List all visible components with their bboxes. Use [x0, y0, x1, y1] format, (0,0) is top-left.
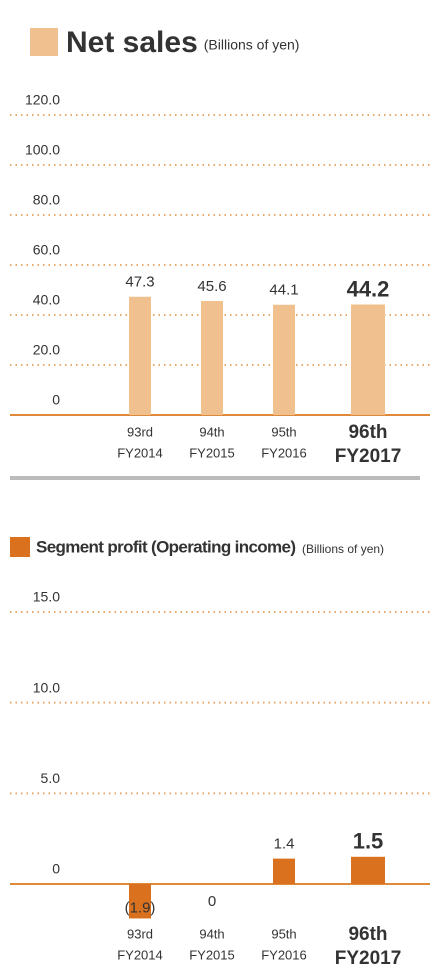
y-tick-label: 100.0 — [25, 142, 60, 158]
y-tick-label: 5.0 — [41, 770, 61, 786]
x-tick-label: FY2017 — [335, 948, 402, 969]
value-label: 1.5 — [353, 829, 384, 854]
chart-title: Segment profit (Operating income) — [36, 537, 296, 556]
x-tick-label: 96th — [348, 924, 387, 945]
x-tick-label: 94th — [199, 926, 224, 941]
divider-shadow — [10, 476, 420, 480]
value-label: (1.9) — [125, 899, 156, 916]
y-tick-label: 60.0 — [33, 242, 60, 258]
chart-title: Net sales — [66, 26, 198, 59]
bar — [351, 304, 385, 415]
y-tick-label: 120.0 — [25, 92, 60, 108]
bar — [273, 858, 295, 884]
y-tick-label: 40.0 — [33, 292, 60, 308]
x-tick-label: FY2016 — [261, 445, 307, 460]
x-tick-label: FY2014 — [117, 445, 163, 460]
value-label: 44.1 — [269, 282, 298, 299]
x-tick-label: FY2015 — [189, 947, 235, 962]
y-tick-label: 20.0 — [33, 342, 60, 358]
value-label: 45.6 — [197, 278, 226, 295]
x-tick-label: 95th — [271, 424, 296, 439]
y-tick-label: 15.0 — [33, 589, 60, 605]
chart-subtitle: (Billions of yen) — [302, 542, 384, 556]
chart-subtitle: (Billions of yen) — [204, 37, 300, 53]
x-tick-label: FY2017 — [335, 446, 402, 467]
x-tick-label: 96th — [348, 422, 387, 443]
x-tick-label: 95th — [271, 926, 296, 941]
x-tick-label: FY2015 — [189, 445, 235, 460]
value-label: 44.2 — [347, 276, 390, 301]
bar — [273, 304, 295, 415]
value-label: 47.3 — [125, 274, 154, 291]
bar — [351, 856, 385, 884]
x-tick-label: 93rd — [127, 926, 153, 941]
bar — [201, 301, 223, 415]
y-tick-label: 0 — [52, 392, 60, 408]
x-tick-label: 93rd — [127, 424, 153, 439]
legend-swatch — [30, 28, 58, 56]
y-tick-label: 80.0 — [33, 192, 60, 208]
x-tick-label: FY2016 — [261, 947, 307, 962]
y-tick-label: 10.0 — [33, 679, 60, 695]
x-tick-label: FY2014 — [117, 947, 163, 962]
bar — [129, 296, 151, 415]
bar — [129, 884, 151, 919]
x-tick-label: 94th — [199, 424, 224, 439]
legend-swatch — [10, 537, 30, 557]
value-label: 0 — [208, 893, 216, 910]
y-tick-label: 0 — [52, 861, 60, 877]
value-label: 1.4 — [274, 836, 295, 853]
